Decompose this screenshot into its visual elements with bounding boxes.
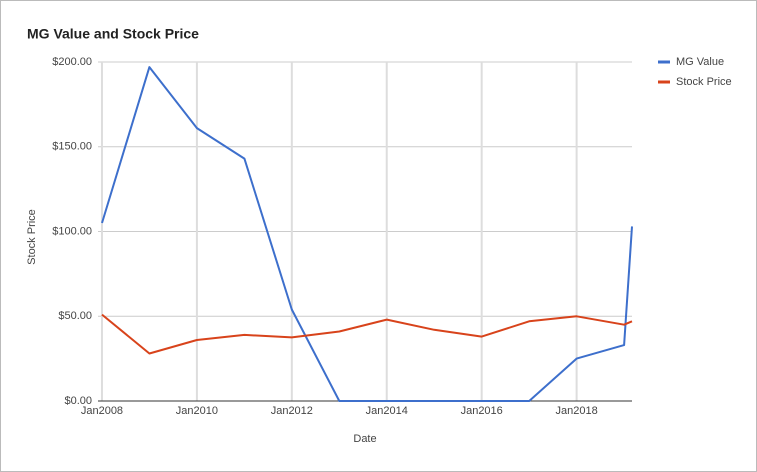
y-tick-label: $200.00	[52, 56, 92, 68]
y-tick-label: $0.00	[64, 395, 92, 407]
legend-label: Stock Price	[676, 76, 732, 88]
x-tick-label: Jan2014	[366, 405, 408, 417]
legend-label: MG Value	[676, 56, 724, 68]
x-tick-label: Jan2012	[271, 405, 313, 417]
x-tick-label: Jan2008	[81, 405, 123, 417]
series-line	[101, 66, 633, 402]
y-tick-label: $50.00	[58, 310, 92, 322]
y-tick-label: $100.00	[52, 225, 92, 237]
chart-title: MG Value and Stock Price	[27, 26, 199, 42]
y-tick-label: $150.00	[52, 141, 92, 153]
x-axis-title: Date	[353, 433, 376, 445]
x-tick-label: Jan2018	[556, 405, 598, 417]
x-tick-label: Jan2016	[461, 405, 503, 417]
series-line	[101, 313, 633, 355]
y-axis-title: Stock Price	[26, 209, 38, 265]
x-tick-label: Jan2010	[176, 405, 218, 417]
